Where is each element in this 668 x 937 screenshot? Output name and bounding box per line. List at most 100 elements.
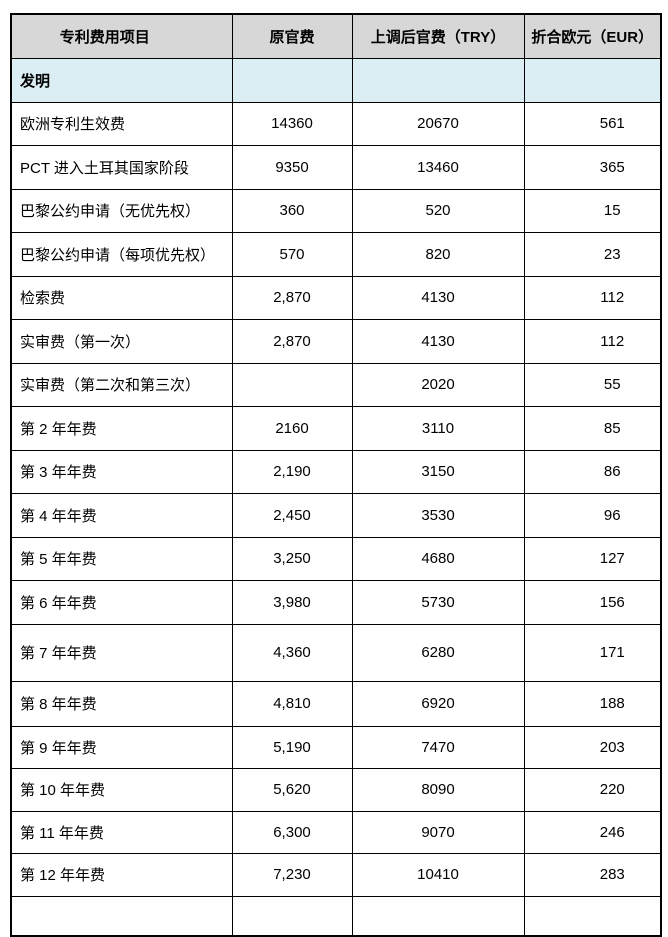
- section-row-invention: 发明: [10, 57, 662, 103]
- eur-cell: 85: [523, 406, 662, 451]
- fee-item-cell: 第 11 年年费: [10, 810, 233, 854]
- new-fee-try-cell: 6920: [351, 680, 525, 727]
- table-row: 第 10 年年费 5,620 8090 220: [10, 768, 662, 812]
- eur-cell: 203: [523, 725, 662, 769]
- new-fee-try-cell: 520: [351, 188, 525, 233]
- eur-cell: 220: [523, 768, 662, 812]
- original-fee-cell: 2,870: [231, 275, 353, 320]
- eur-cell: 86: [523, 449, 662, 494]
- patent-fee-table: 专利费用项目 原官费 上调后官费（TRY） 折合欧元（EUR） 发明 欧洲专利生…: [10, 13, 662, 937]
- patent-fee-table-container: 专利费用项目 原官费 上调后官费（TRY） 折合欧元（EUR） 发明 欧洲专利生…: [10, 13, 662, 937]
- table-row: 第 9 年年费 5,190 7470 203: [10, 725, 662, 769]
- fee-item-cell: 第 3 年年费: [10, 449, 233, 494]
- eur-cell: 23: [523, 232, 662, 277]
- eur-cell: 55: [523, 362, 662, 407]
- table-row: 第 3 年年费 2,190 3150 86: [10, 449, 662, 494]
- fee-item-cell: PCT 进入土耳其国家阶段: [10, 145, 233, 190]
- fee-item-cell: 第 2 年年费: [10, 406, 233, 451]
- new-fee-try-cell: 7470: [351, 725, 525, 769]
- column-header-original-fee: 原官费: [231, 13, 353, 59]
- table-row: 欧洲专利生效费 14360 20670 561: [10, 101, 662, 146]
- eur-cell: 561: [523, 101, 662, 146]
- fee-item-cell: 第 8 年年费: [10, 680, 233, 727]
- eur-cell: 96: [523, 493, 662, 538]
- table-row: 巴黎公约申请（每项优先权） 570 820 23: [10, 232, 662, 277]
- original-fee-cell: 14360: [231, 101, 353, 146]
- table-row: 第 4 年年费 2,450 3530 96: [10, 493, 662, 538]
- table-row: 第 11 年年费 6,300 9070 246: [10, 810, 662, 854]
- fee-item-cell: 第 5 年年费: [10, 536, 233, 581]
- eur-cell: 112: [523, 275, 662, 320]
- original-fee-cell: 7,230: [231, 853, 353, 897]
- table-row: 第 5 年年费 3,250 4680 127: [10, 536, 662, 581]
- section-empty-cell: [523, 57, 662, 103]
- fee-item-cell: 检索费: [10, 275, 233, 320]
- table-row: 第 7 年年费 4,360 6280 171: [10, 623, 662, 682]
- table-header-row: 专利费用项目 原官费 上调后官费（TRY） 折合欧元（EUR）: [10, 13, 662, 59]
- fee-item-cell: 第 12 年年费: [10, 853, 233, 897]
- eur-cell: 246: [523, 810, 662, 854]
- fee-item-cell: 第 10 年年费: [10, 768, 233, 812]
- section-empty-cell: [231, 57, 353, 103]
- column-header-fee-item: 专利费用项目: [10, 13, 233, 59]
- new-fee-try-cell: 4680: [351, 536, 525, 581]
- table-row: 第 12 年年费 7,230 10410 283: [10, 853, 662, 897]
- new-fee-try-cell: 9070: [351, 810, 525, 854]
- eur-cell: 188: [523, 680, 662, 727]
- section-label: 发明: [10, 57, 233, 103]
- new-fee-try-cell: 20670: [351, 101, 525, 146]
- new-fee-try-cell: 3530: [351, 493, 525, 538]
- original-fee-cell: 9350: [231, 145, 353, 190]
- original-fee-cell: 2,870: [231, 319, 353, 364]
- new-fee-try-cell: 5730: [351, 580, 525, 625]
- table-row: 巴黎公约申请（无优先权） 360 520 15: [10, 188, 662, 233]
- partial-cell: [351, 895, 525, 937]
- new-fee-try-cell: 8090: [351, 768, 525, 812]
- table-row: 第 2 年年费 2160 3110 85: [10, 406, 662, 451]
- partial-cell: [523, 895, 662, 937]
- eur-cell: 365: [523, 145, 662, 190]
- table-row: 实审费（第一次） 2,870 4130 112: [10, 319, 662, 364]
- fee-item-cell: 第 4 年年费: [10, 493, 233, 538]
- table-row: PCT 进入土耳其国家阶段 9350 13460 365: [10, 145, 662, 190]
- new-fee-try-cell: 3110: [351, 406, 525, 451]
- new-fee-try-cell: 820: [351, 232, 525, 277]
- eur-cell: 156: [523, 580, 662, 625]
- column-header-eur: 折合欧元（EUR）: [523, 13, 662, 59]
- original-fee-cell: 3,250: [231, 536, 353, 581]
- fee-item-cell: 第 7 年年费: [10, 623, 233, 682]
- eur-cell: 171: [523, 623, 662, 682]
- fee-item-cell: 第 6 年年费: [10, 580, 233, 625]
- section-empty-cell: [351, 57, 525, 103]
- original-fee-cell: 2,190: [231, 449, 353, 494]
- original-fee-cell: 4,810: [231, 680, 353, 727]
- new-fee-try-cell: 10410: [351, 853, 525, 897]
- original-fee-cell: [231, 362, 353, 407]
- original-fee-cell: 2160: [231, 406, 353, 451]
- partial-row: [10, 895, 662, 937]
- eur-cell: 112: [523, 319, 662, 364]
- original-fee-cell: 570: [231, 232, 353, 277]
- new-fee-try-cell: 3150: [351, 449, 525, 494]
- partial-cell: [231, 895, 353, 937]
- fee-item-cell: 实审费（第二次和第三次）: [10, 362, 233, 407]
- eur-cell: 283: [523, 853, 662, 897]
- table-row: 检索费 2,870 4130 112: [10, 275, 662, 320]
- original-fee-cell: 4,360: [231, 623, 353, 682]
- table-row: 实审费（第二次和第三次） 2020 55: [10, 362, 662, 407]
- original-fee-cell: 3,980: [231, 580, 353, 625]
- column-header-new-fee-try: 上调后官费（TRY）: [351, 13, 525, 59]
- original-fee-cell: 6,300: [231, 810, 353, 854]
- new-fee-try-cell: 4130: [351, 275, 525, 320]
- original-fee-cell: 360: [231, 188, 353, 233]
- original-fee-cell: 5,190: [231, 725, 353, 769]
- fee-item-cell: 第 9 年年费: [10, 725, 233, 769]
- new-fee-try-cell: 4130: [351, 319, 525, 364]
- eur-cell: 127: [523, 536, 662, 581]
- new-fee-try-cell: 2020: [351, 362, 525, 407]
- table-row: 第 8 年年费 4,810 6920 188: [10, 680, 662, 727]
- partial-cell: [10, 895, 233, 937]
- eur-cell: 15: [523, 188, 662, 233]
- original-fee-cell: 2,450: [231, 493, 353, 538]
- fee-item-cell: 巴黎公约申请（无优先权）: [10, 188, 233, 233]
